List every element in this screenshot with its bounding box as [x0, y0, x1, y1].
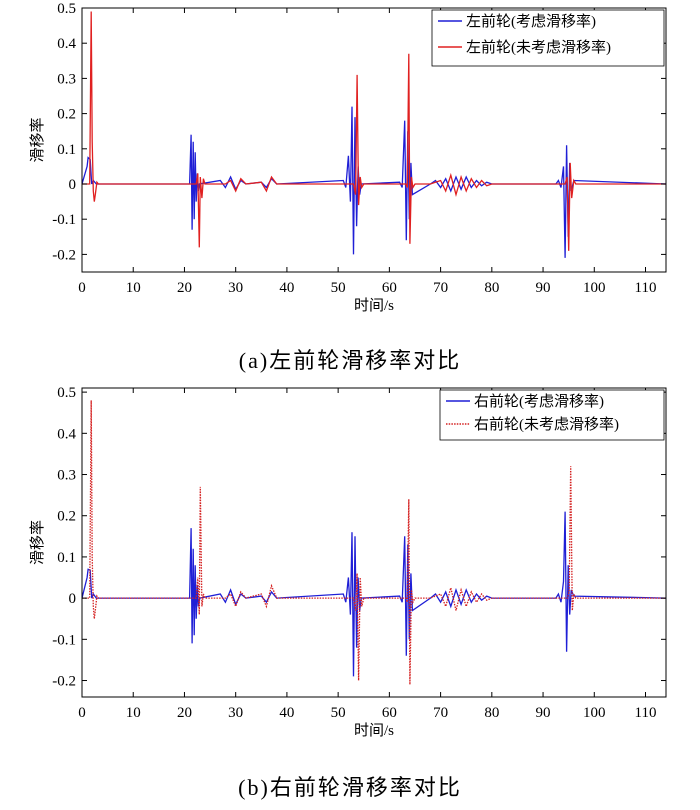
chart-a-y-tick-label: 0.3	[57, 71, 76, 87]
chart-a-x-tick-label: 50	[331, 280, 346, 296]
chart-a-y-tick-label: 0	[69, 177, 77, 193]
chart-a-x-tick-label: 60	[382, 280, 397, 296]
chart-a-y-tick-label: 0.5	[57, 1, 76, 17]
chart-b-legend: 右前轮(考虑滑移率) 右前轮(未考虑滑移率)	[439, 389, 665, 441]
chart-b-series-layer	[82, 400, 666, 685]
chart-b-x-tick-label: 110	[635, 705, 657, 721]
chart-b-legend-box	[439, 389, 665, 441]
chart-b: 0 10 20 30 40 50 60 70 80 90 100 110 -0.2 -0.1 0 0.1 0.2…	[29, 385, 667, 800]
chart-a-y-axis-label: 滑移率	[29, 117, 46, 162]
chart-a-x-tick-label: 110	[635, 280, 657, 296]
chart-b-x-axis-label: 时间/s	[354, 722, 394, 739]
chart-b-caption: (b)右前轮滑移率对比	[238, 775, 462, 800]
chart-a-legend-label: 左前轮(考虑滑移率)	[466, 13, 596, 30]
chart-b-y-tick-label: 0.5	[57, 385, 76, 401]
chart-b-x-tick-label: 70	[433, 705, 448, 721]
chart-b-y-tick-label: 0.2	[57, 509, 76, 525]
chart-a-y-tick-label: -0.1	[52, 212, 76, 228]
chart-b-series-2-line	[82, 400, 666, 685]
chart-a-series-layer	[82, 11, 666, 258]
chart-a-y-tick-label: 0.2	[57, 107, 76, 123]
chart-b-axes-box	[81, 387, 667, 698]
chart-a-y-tick-label: 0.4	[57, 36, 76, 52]
chart-b-x-tick-label: 0	[78, 705, 86, 721]
chart-a-x-tick-label: 30	[228, 280, 243, 296]
chart-a-ticks: 0 10 20 30 40 50 60 70 80 90 100 110 -0.2 -0.1 0 0.1 0.2…	[52, 1, 666, 296]
chart-b-x-tick-label: 30	[228, 705, 243, 721]
chart-b-x-tick-label: 100	[583, 705, 606, 721]
chart-b-x-tick-label: 20	[177, 705, 192, 721]
chart-b-x-tick-label: 80	[484, 705, 499, 721]
chart-b-x-tick-label: 60	[382, 705, 397, 721]
chart-a-series-1-line	[82, 106, 666, 258]
chart-b-y-tick-label: 0.1	[57, 550, 76, 566]
chart-b-y-tick-label: 0.4	[57, 426, 76, 442]
chart-a-x-tick-label: 100	[583, 280, 606, 296]
chart-b-y-tick-label: -0.1	[52, 632, 76, 648]
chart-a-x-axis-label: 时间/s	[354, 297, 394, 314]
chart-b-x-tick-label: 40	[279, 705, 294, 721]
chart-a-legend-box	[431, 9, 665, 67]
chart-b-x-tick-label: 50	[331, 705, 346, 721]
chart-a-axes-box	[81, 7, 667, 273]
chart-a-y-tick-label: 0.1	[57, 142, 76, 158]
chart-a-legend-label: 左前轮(未考虑滑移率)	[466, 39, 611, 56]
chart-b-ticks: 0 10 20 30 40 50 60 70 80 90 100 110 -0.2 -0.1 0 0.1 0.2…	[52, 385, 666, 721]
chart-a: 0 10 20 30 40 50 60 70 80 90 100 110 -0.2 -0.1 0 0.1 0.2…	[29, 1, 667, 373]
chart-b-y-tick-label: 0	[69, 591, 77, 607]
chart-a-x-tick-label: 80	[484, 280, 499, 296]
chart-a-x-tick-label: 10	[126, 280, 141, 296]
chart-a-x-tick-label: 0	[78, 280, 86, 296]
chart-a-x-tick-label: 70	[433, 280, 448, 296]
chart-a-y-tick-label: -0.2	[52, 247, 76, 263]
chart-a-legend: 左前轮(考虑滑移率) 左前轮(未考虑滑移率)	[431, 9, 665, 67]
chart-a-series-2-line	[82, 11, 666, 251]
chart-b-series-1-line	[82, 511, 666, 677]
chart-b-y-tick-label: 0.3	[57, 468, 76, 484]
chart-b-legend-label: 右前轮(未考虑滑移率)	[474, 416, 619, 433]
chart-b-legend-label: 右前轮(考虑滑移率)	[474, 393, 604, 410]
chart-a-caption: (a)左前轮滑移率对比	[239, 348, 461, 373]
chart-b-y-axis-label: 滑移率	[29, 520, 46, 565]
chart-a-x-tick-label: 40	[279, 280, 294, 296]
chart-b-y-tick-label: -0.2	[52, 674, 76, 690]
chart-b-x-tick-label: 90	[536, 705, 551, 721]
chart-a-x-tick-label: 90	[536, 280, 551, 296]
chart-a-x-tick-label: 20	[177, 280, 192, 296]
chart-b-x-tick-label: 10	[126, 705, 141, 721]
